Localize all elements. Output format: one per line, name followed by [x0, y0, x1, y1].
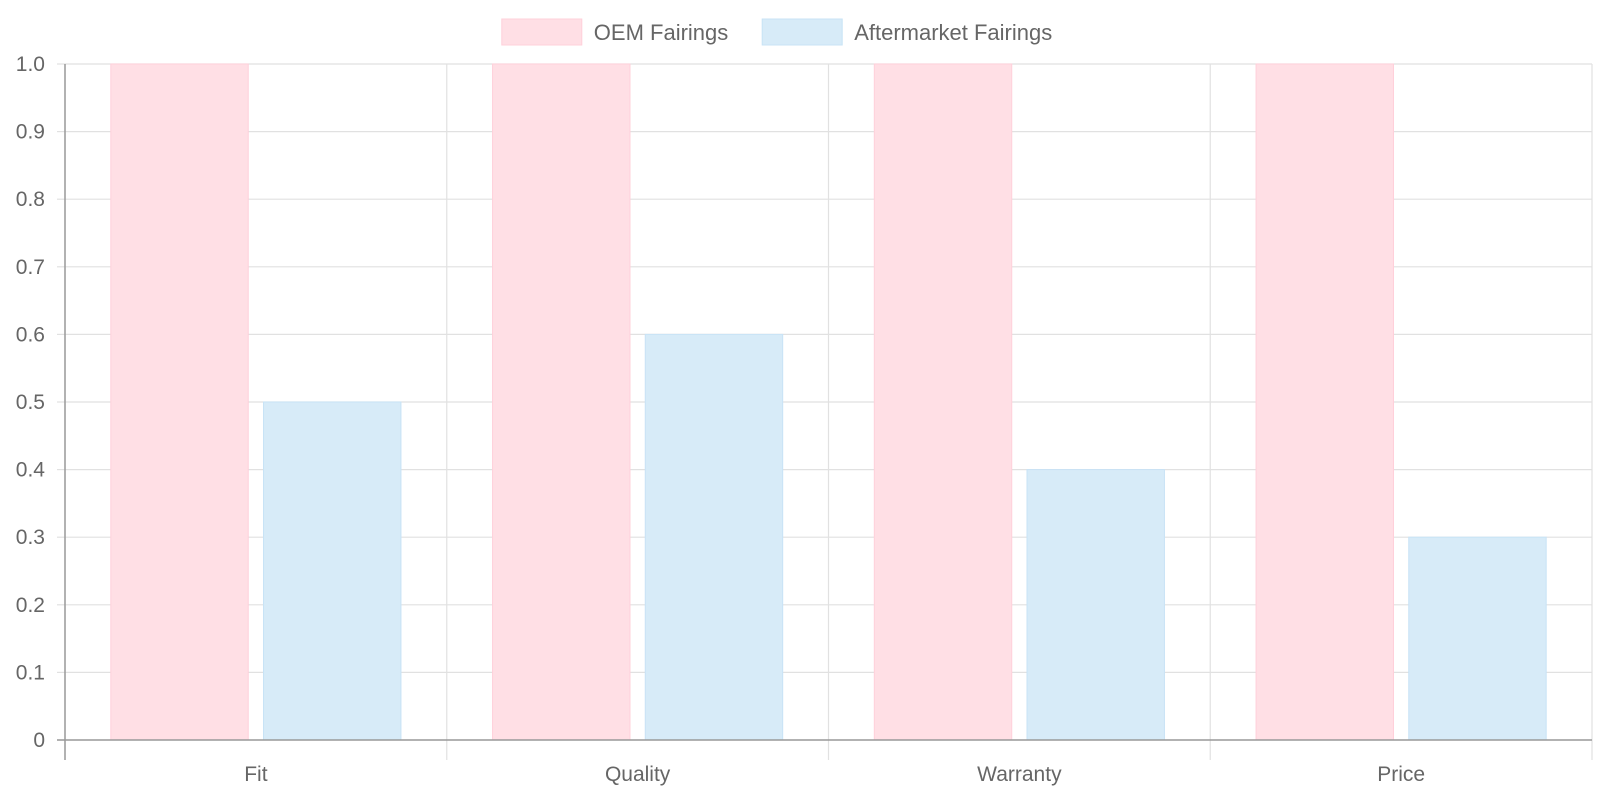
y-tick-label: 0.8 — [16, 188, 45, 211]
y-tick-label: 0.4 — [16, 459, 46, 482]
x-tick-label: Price — [1377, 763, 1425, 786]
legend-label: Aftermarket Fairings — [854, 20, 1052, 45]
y-tick-label: 0.3 — [16, 526, 45, 549]
legend-swatch — [761, 18, 843, 46]
bars — [110, 63, 1547, 741]
bar-oem-price[interactable] — [1255, 63, 1394, 741]
bar-oem-quality[interactable] — [492, 63, 631, 741]
bar-oem-fit[interactable] — [110, 63, 249, 741]
legend-label: OEM Fairings — [594, 20, 728, 45]
bar-aftermarket-quality[interactable] — [644, 333, 784, 741]
y-tick-label: 0.1 — [16, 661, 45, 684]
x-tick-label: Fit — [244, 763, 267, 786]
x-tick-label: Quality — [605, 763, 671, 786]
bar-aftermarket-fit[interactable] — [263, 401, 402, 741]
axes — [57, 64, 1592, 760]
y-tick-label: 0.6 — [16, 323, 45, 346]
y-tick-label: 0 — [33, 729, 45, 752]
y-tick-label: 0.2 — [16, 594, 45, 617]
legend[interactable]: OEM Fairings Aftermarket Fairings — [501, 18, 1052, 46]
legend-item-aftermarket[interactable]: Aftermarket Fairings — [761, 18, 1052, 46]
y-tick-label: 0.9 — [16, 121, 45, 144]
y-axis-ticks: 0 0.1 0.2 0.3 0.4 0.5 0.6 0.7 0.8 0.9 1.0 — [16, 53, 46, 752]
bar-oem-warranty[interactable] — [873, 63, 1013, 741]
x-axis-ticks: Fit Quality Warranty Price — [244, 763, 1425, 786]
y-tick-label: 0.5 — [16, 391, 45, 414]
legend-swatch — [501, 18, 583, 46]
bar-aftermarket-warranty[interactable] — [1026, 469, 1165, 741]
y-tick-label: 1.0 — [16, 53, 45, 76]
x-tick-label: Warranty — [977, 763, 1062, 786]
bar-aftermarket-price[interactable] — [1408, 536, 1547, 741]
legend-item-oem[interactable]: OEM Fairings — [501, 18, 728, 46]
y-tick-label: 0.7 — [16, 256, 45, 279]
